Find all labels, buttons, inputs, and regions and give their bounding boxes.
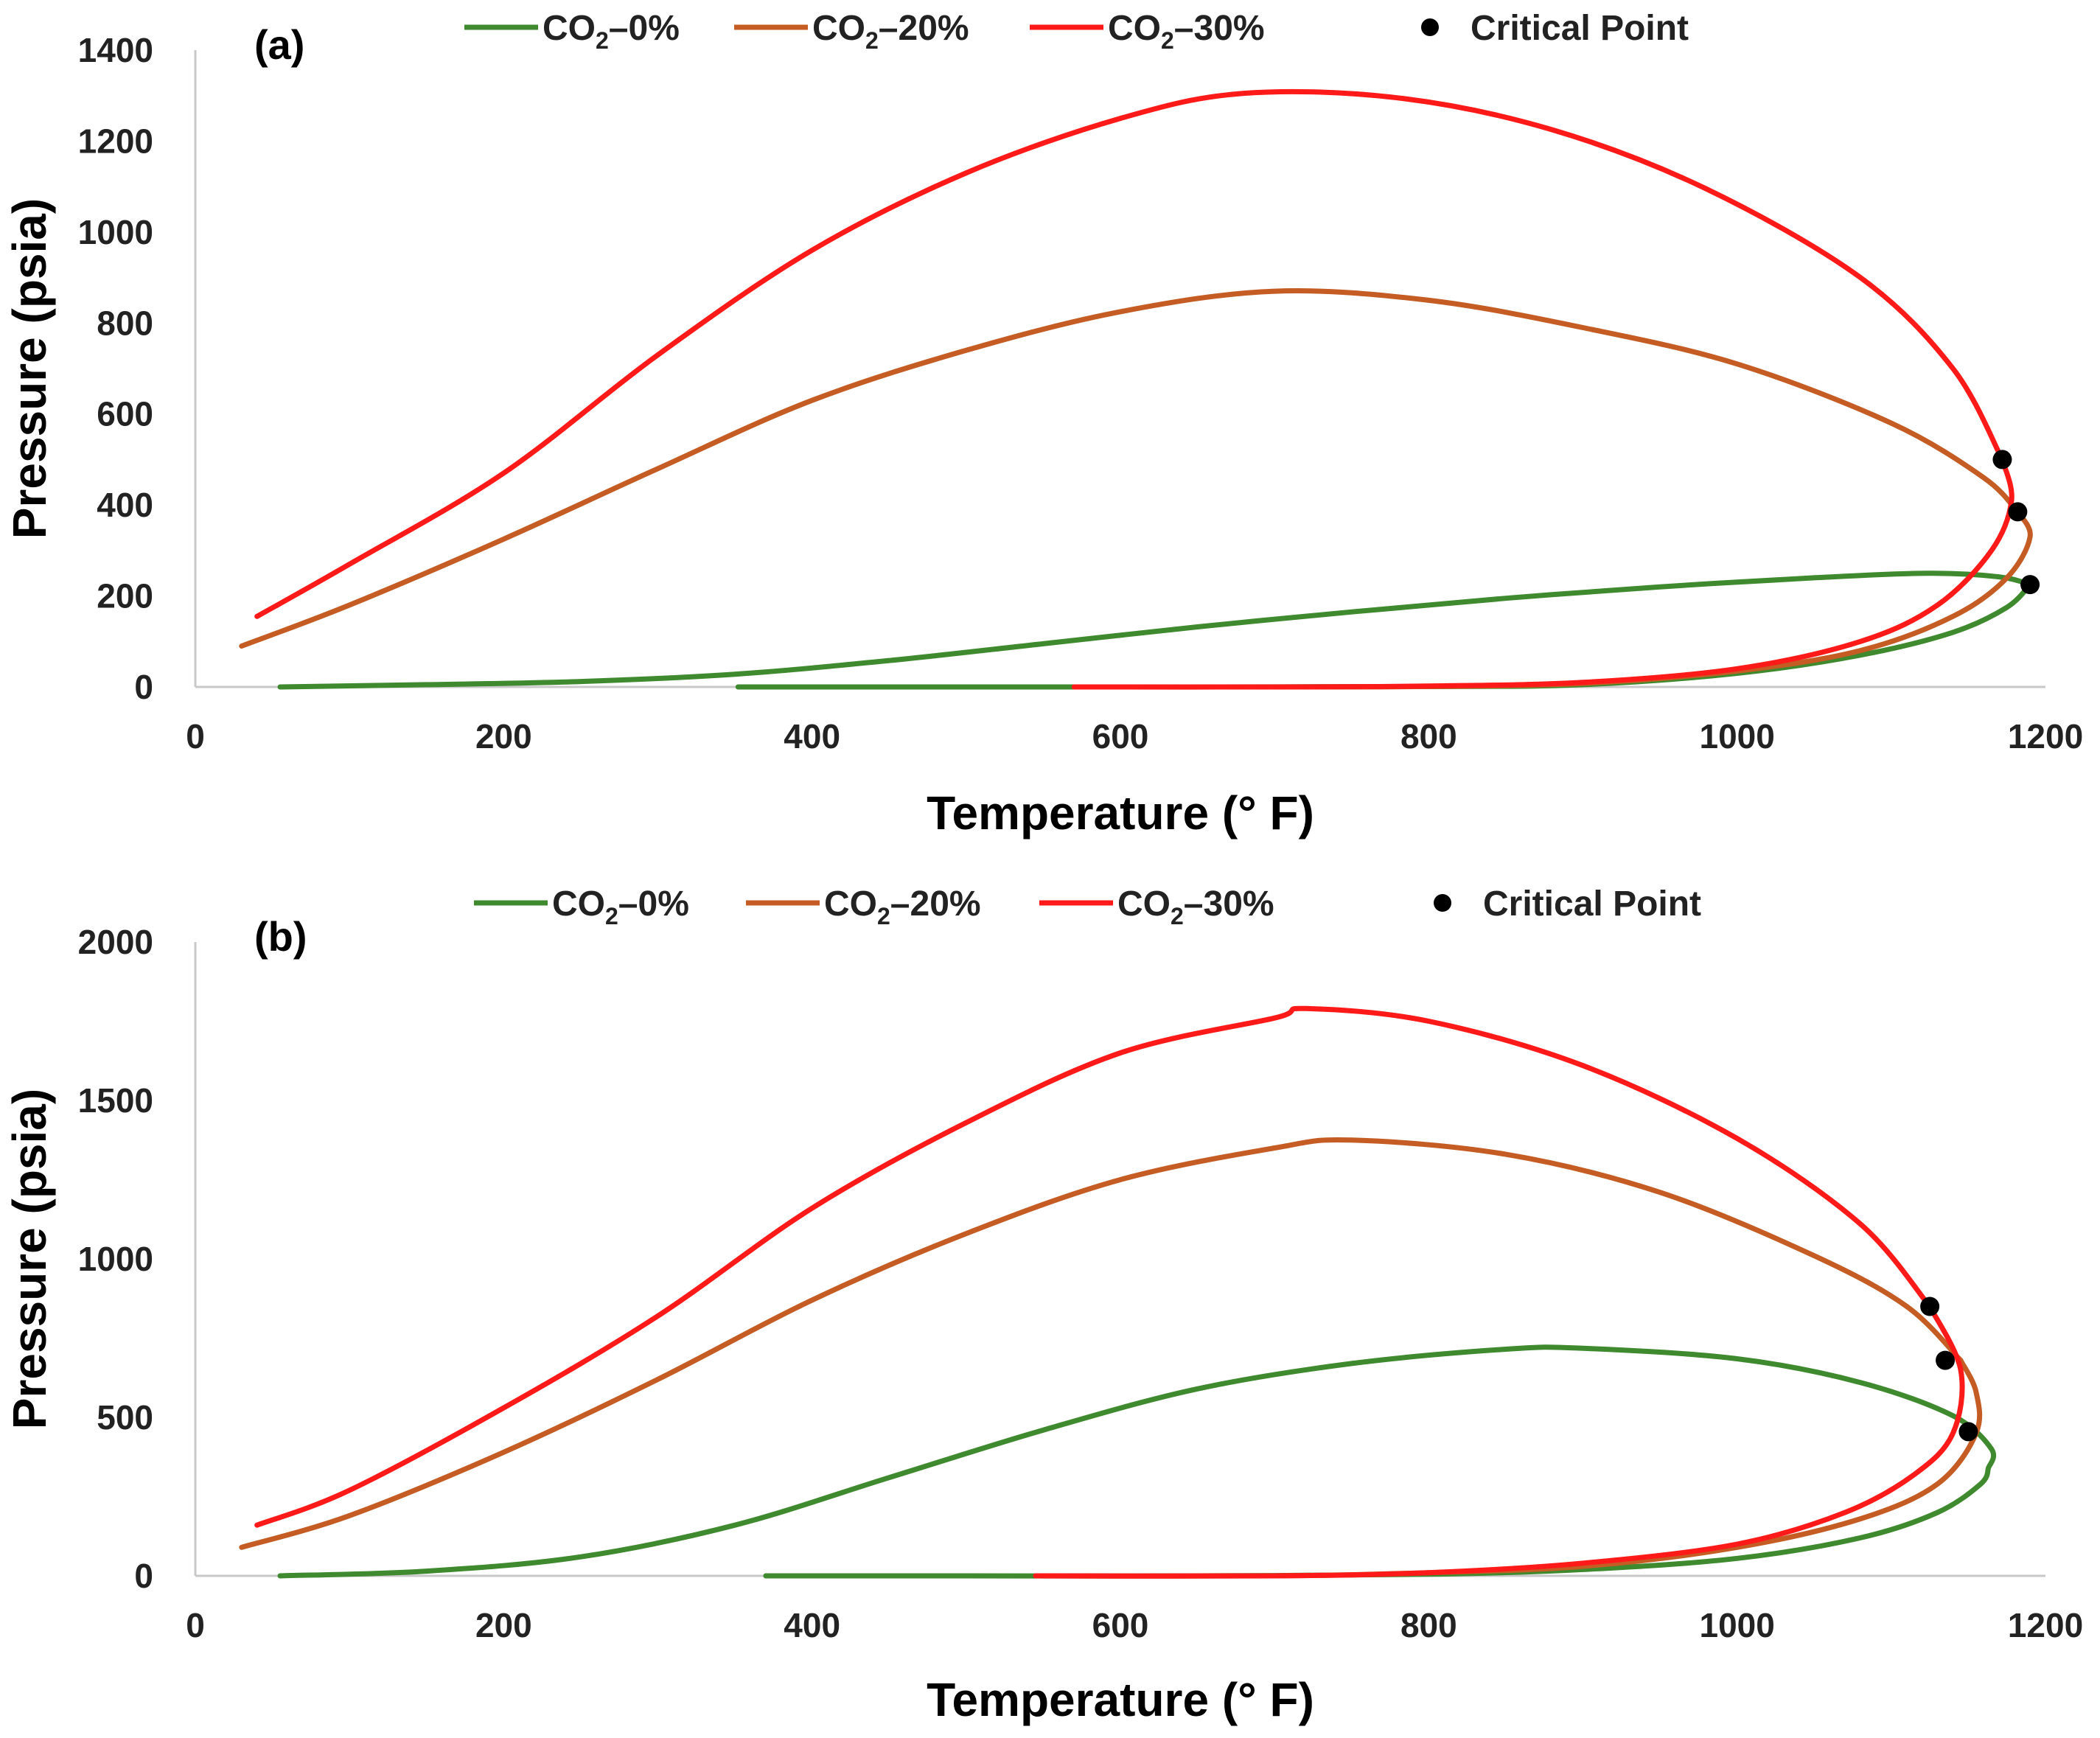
legend-label-subscript: 2: [877, 903, 890, 929]
series-line-dew: [1071, 456, 2014, 690]
legend-label: CO2–30%: [1117, 884, 1274, 929]
legend-label-prefix: CO: [552, 884, 605, 924]
series-line-dew: [735, 582, 2033, 690]
legend-label-subscript: 2: [596, 27, 609, 54]
legend-label: CO2–0%: [543, 9, 680, 54]
x-tick-label: 1200: [2008, 1606, 2083, 1644]
y-tick-label: 800: [97, 304, 153, 342]
series-line-bubble: [277, 1344, 1997, 1579]
legend-label: Critical Point: [1471, 9, 1689, 48]
legend-item-critical: Critical Point: [1421, 9, 1689, 48]
y-tick-label: 500: [97, 1398, 153, 1437]
x-axis-title: Temperature (° F): [927, 786, 1314, 840]
legend-label-suffix: –30%: [1174, 9, 1265, 48]
panel-label: (a): [254, 21, 304, 68]
legend-item-co2-0: CO2–0%: [464, 9, 680, 54]
series-co2-30: [254, 1005, 1965, 1579]
legend-label-suffix: –0%: [618, 884, 689, 924]
legend-label-prefix: Critical Point: [1483, 884, 1701, 924]
legend-item-co2-20: CO2–20%: [734, 9, 969, 54]
legend-label-suffix: –20%: [879, 9, 969, 48]
legend-label-subscript: 2: [865, 27, 879, 54]
critical-point-marker: [2008, 502, 2028, 522]
legend-label-prefix: CO: [812, 9, 865, 48]
x-axis-title: Temperature (° F): [927, 1673, 1314, 1726]
y-tick-label: 1000: [78, 1240, 153, 1278]
legend-marker-dot: [1421, 18, 1439, 36]
critical-point-marker: [1920, 1296, 1940, 1316]
series-line-bubble: [254, 88, 2005, 619]
y-tick-label: 1000: [78, 213, 153, 251]
x-tick-label: 800: [1400, 717, 1457, 755]
legend-item-co2-30: CO2–30%: [1030, 9, 1265, 54]
legend-item-co2-0: CO2–0%: [474, 884, 689, 929]
y-tick-label: 400: [97, 486, 153, 524]
legend-label: CO2–20%: [824, 884, 981, 929]
legend-item-co2-20: CO2–20%: [746, 884, 981, 929]
legend-item-co2-30: CO2–30%: [1039, 884, 1274, 929]
legend-label: CO2–30%: [1108, 9, 1265, 54]
legend-label-suffix: –30%: [1184, 884, 1274, 924]
legend-label-prefix: CO: [1108, 9, 1161, 48]
legend: CO2–0% CO2–20% CO2–30% Critical Point: [464, 9, 1689, 54]
y-tick-label: 1500: [78, 1081, 153, 1120]
x-tick-label: 1000: [1699, 717, 1774, 755]
legend-label: CO2–0%: [552, 884, 689, 929]
legend-label-prefix: Critical Point: [1471, 9, 1689, 48]
legend-label-suffix: –20%: [890, 884, 981, 924]
x-tick-label: 600: [1092, 1606, 1149, 1644]
legend-label-prefix: CO: [1117, 884, 1171, 924]
x-tick-label: 800: [1400, 1606, 1457, 1644]
y-tick-label: 0: [134, 668, 153, 706]
critical-point-marker: [1958, 1422, 1978, 1442]
y-tick-label: 600: [97, 395, 153, 433]
chart-panel-a: 0 200 400 600 800 1000 1200 0 200 400 600 800 1000 12…: [3, 9, 2083, 840]
legend-label-subscript: 2: [1171, 903, 1184, 929]
series-line-bubble: [254, 1005, 1933, 1528]
series-line-dew: [1071, 509, 2033, 690]
y-tick-label: 0: [134, 1557, 153, 1595]
x-tick-label: 0: [186, 1606, 205, 1644]
x-tick-label: 600: [1092, 717, 1149, 755]
x-tick-label: 400: [784, 717, 840, 755]
legend-label-subscript: 2: [605, 903, 618, 929]
series-co2-30: [254, 88, 2014, 690]
critical-point-marker: [1992, 450, 2012, 470]
y-tick-label: 2000: [78, 923, 153, 961]
x-tick-label: 0: [186, 717, 205, 755]
panel-label: (b): [254, 913, 307, 960]
y-axis-title: Pressure (psia): [3, 1089, 56, 1429]
x-tick-label: 200: [475, 1606, 532, 1644]
series-line-bubble: [239, 288, 2020, 649]
y-tick-label: 1400: [78, 31, 153, 69]
critical-point-marker: [1936, 1350, 1956, 1370]
y-tick-label: 200: [97, 577, 153, 615]
legend-label: Critical Point: [1483, 884, 1701, 924]
x-tick-label: 200: [475, 717, 532, 755]
x-tick-label: 1200: [2008, 717, 2083, 755]
y-tick-label: 1200: [78, 122, 153, 160]
legend-item-critical: Critical Point: [1434, 884, 1701, 924]
legend-label-prefix: CO: [824, 884, 877, 924]
x-tick-label: 400: [784, 1606, 840, 1644]
legend: CO2–0% CO2–20% CO2–30% Critical Point: [474, 884, 1701, 929]
chart-panel-b: 0 200 400 600 800 1000 1200 0 500 1000 1500 2000 Tem…: [3, 884, 2083, 1726]
critical-point-marker: [2020, 575, 2040, 595]
legend-label-suffix: –0%: [609, 9, 680, 48]
series-line-bubble: [239, 1137, 1964, 1550]
series-co2-20: [239, 288, 2033, 690]
series-line-dew: [1033, 1304, 1965, 1579]
x-tick-label: 1000: [1699, 1606, 1774, 1644]
series-line-dew: [763, 1465, 1992, 1579]
legend-label: CO2–20%: [812, 9, 969, 54]
y-axis-title: Pressure (psia): [3, 198, 56, 539]
legend-marker-dot: [1434, 894, 1451, 912]
series-co2-0: [277, 570, 2033, 690]
legend-label-subscript: 2: [1161, 27, 1174, 54]
legend-label-prefix: CO: [543, 9, 596, 48]
series-line-bubble: [277, 570, 2033, 690]
